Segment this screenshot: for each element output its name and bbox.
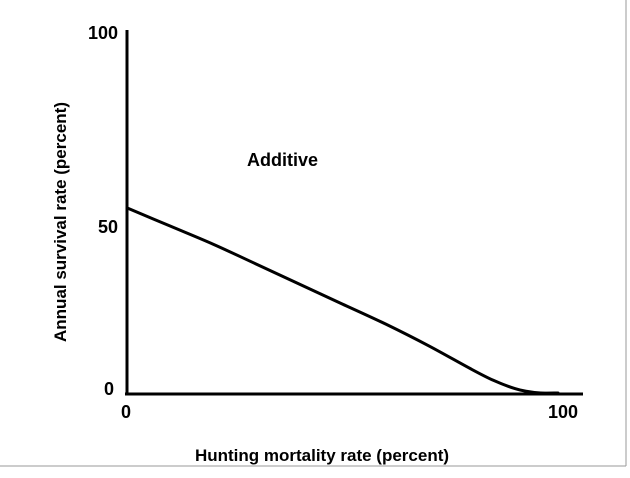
x-tick-label-0: 0 <box>121 402 131 422</box>
x-axis-label: Hunting mortality rate (percent) <box>195 446 449 465</box>
y-axis-label: Annual survival rate (percent) <box>51 102 70 342</box>
survival-rate-line <box>125 206 560 395</box>
y-tick-label-50: 50 <box>98 217 118 237</box>
y-tick-label-100: 100 <box>88 23 118 43</box>
additive-annotation: Additive <box>247 150 318 170</box>
y-tick-label-0: 0 <box>104 379 114 399</box>
x-tick-label-100: 100 <box>548 402 578 422</box>
